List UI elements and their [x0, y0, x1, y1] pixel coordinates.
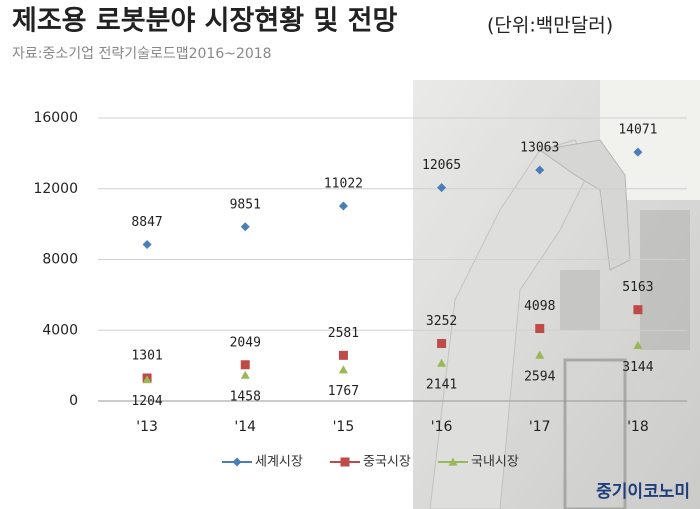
value-label: 9851 — [230, 197, 261, 212]
value-label: 5163 — [622, 280, 653, 295]
data-point — [437, 358, 447, 367]
data-point — [633, 305, 643, 315]
value-label: 11022 — [324, 177, 363, 192]
x-tick-label: '16 — [431, 419, 453, 435]
value-label: 3252 — [426, 314, 457, 329]
data-point — [142, 240, 152, 250]
data-point — [338, 350, 348, 360]
background-photo — [413, 80, 700, 509]
watermark: 중기이코노미 — [596, 482, 690, 502]
data-point — [633, 147, 643, 157]
y-tick-label: 16000 — [33, 110, 78, 126]
value-label: 2594 — [524, 370, 555, 385]
y-tick-label: 4000 — [42, 322, 78, 338]
value-label: 3144 — [622, 360, 653, 375]
value-label: 1301 — [131, 348, 162, 363]
value-label: 14071 — [618, 123, 657, 138]
data-point — [142, 375, 152, 384]
x-tick-label: '14 — [234, 419, 256, 435]
data-point — [633, 340, 643, 349]
y-tick-label: 0 — [69, 393, 78, 409]
x-tick-label: '15 — [333, 419, 355, 435]
data-point — [535, 165, 545, 175]
value-label: 2581 — [328, 326, 359, 341]
y-tick-label: 12000 — [33, 181, 78, 197]
legend-marker — [448, 457, 458, 466]
legend-label: 중국시장 — [363, 455, 411, 470]
value-label: 13063 — [520, 140, 559, 155]
value-label: 2049 — [230, 335, 261, 350]
data-point — [240, 370, 250, 379]
data-point — [437, 183, 447, 193]
source: 자료:중소기업 전략기술로드맵2016~2018 — [12, 46, 272, 62]
data-point — [535, 350, 545, 359]
data-point — [338, 201, 348, 211]
y-tick-label: 8000 — [42, 252, 78, 268]
legend-label: 세계시장 — [255, 455, 303, 470]
data-point — [240, 360, 250, 370]
legend-marker — [340, 457, 350, 467]
data-point — [338, 365, 348, 374]
value-label: 4098 — [524, 299, 555, 314]
value-label: 2141 — [426, 378, 457, 393]
x-tick-label: '18 — [627, 419, 649, 435]
value-label: 1767 — [328, 384, 359, 399]
legend-marker — [232, 457, 242, 467]
value-label: 1204 — [131, 394, 162, 409]
legend-label: 국내시장 — [471, 455, 519, 470]
value-label: 12065 — [422, 158, 461, 173]
x-tick-label: '13 — [136, 419, 158, 435]
data-point — [535, 324, 545, 334]
value-label: 1458 — [230, 390, 261, 405]
unit-label: (단위:백만달러) — [487, 15, 613, 37]
data-point — [240, 222, 250, 232]
chart-title: 제조용 로봇분야 시장현황 및 전망 — [12, 6, 398, 37]
data-point — [437, 338, 447, 348]
value-label: 8847 — [131, 215, 162, 230]
x-tick-label: '17 — [529, 419, 551, 435]
